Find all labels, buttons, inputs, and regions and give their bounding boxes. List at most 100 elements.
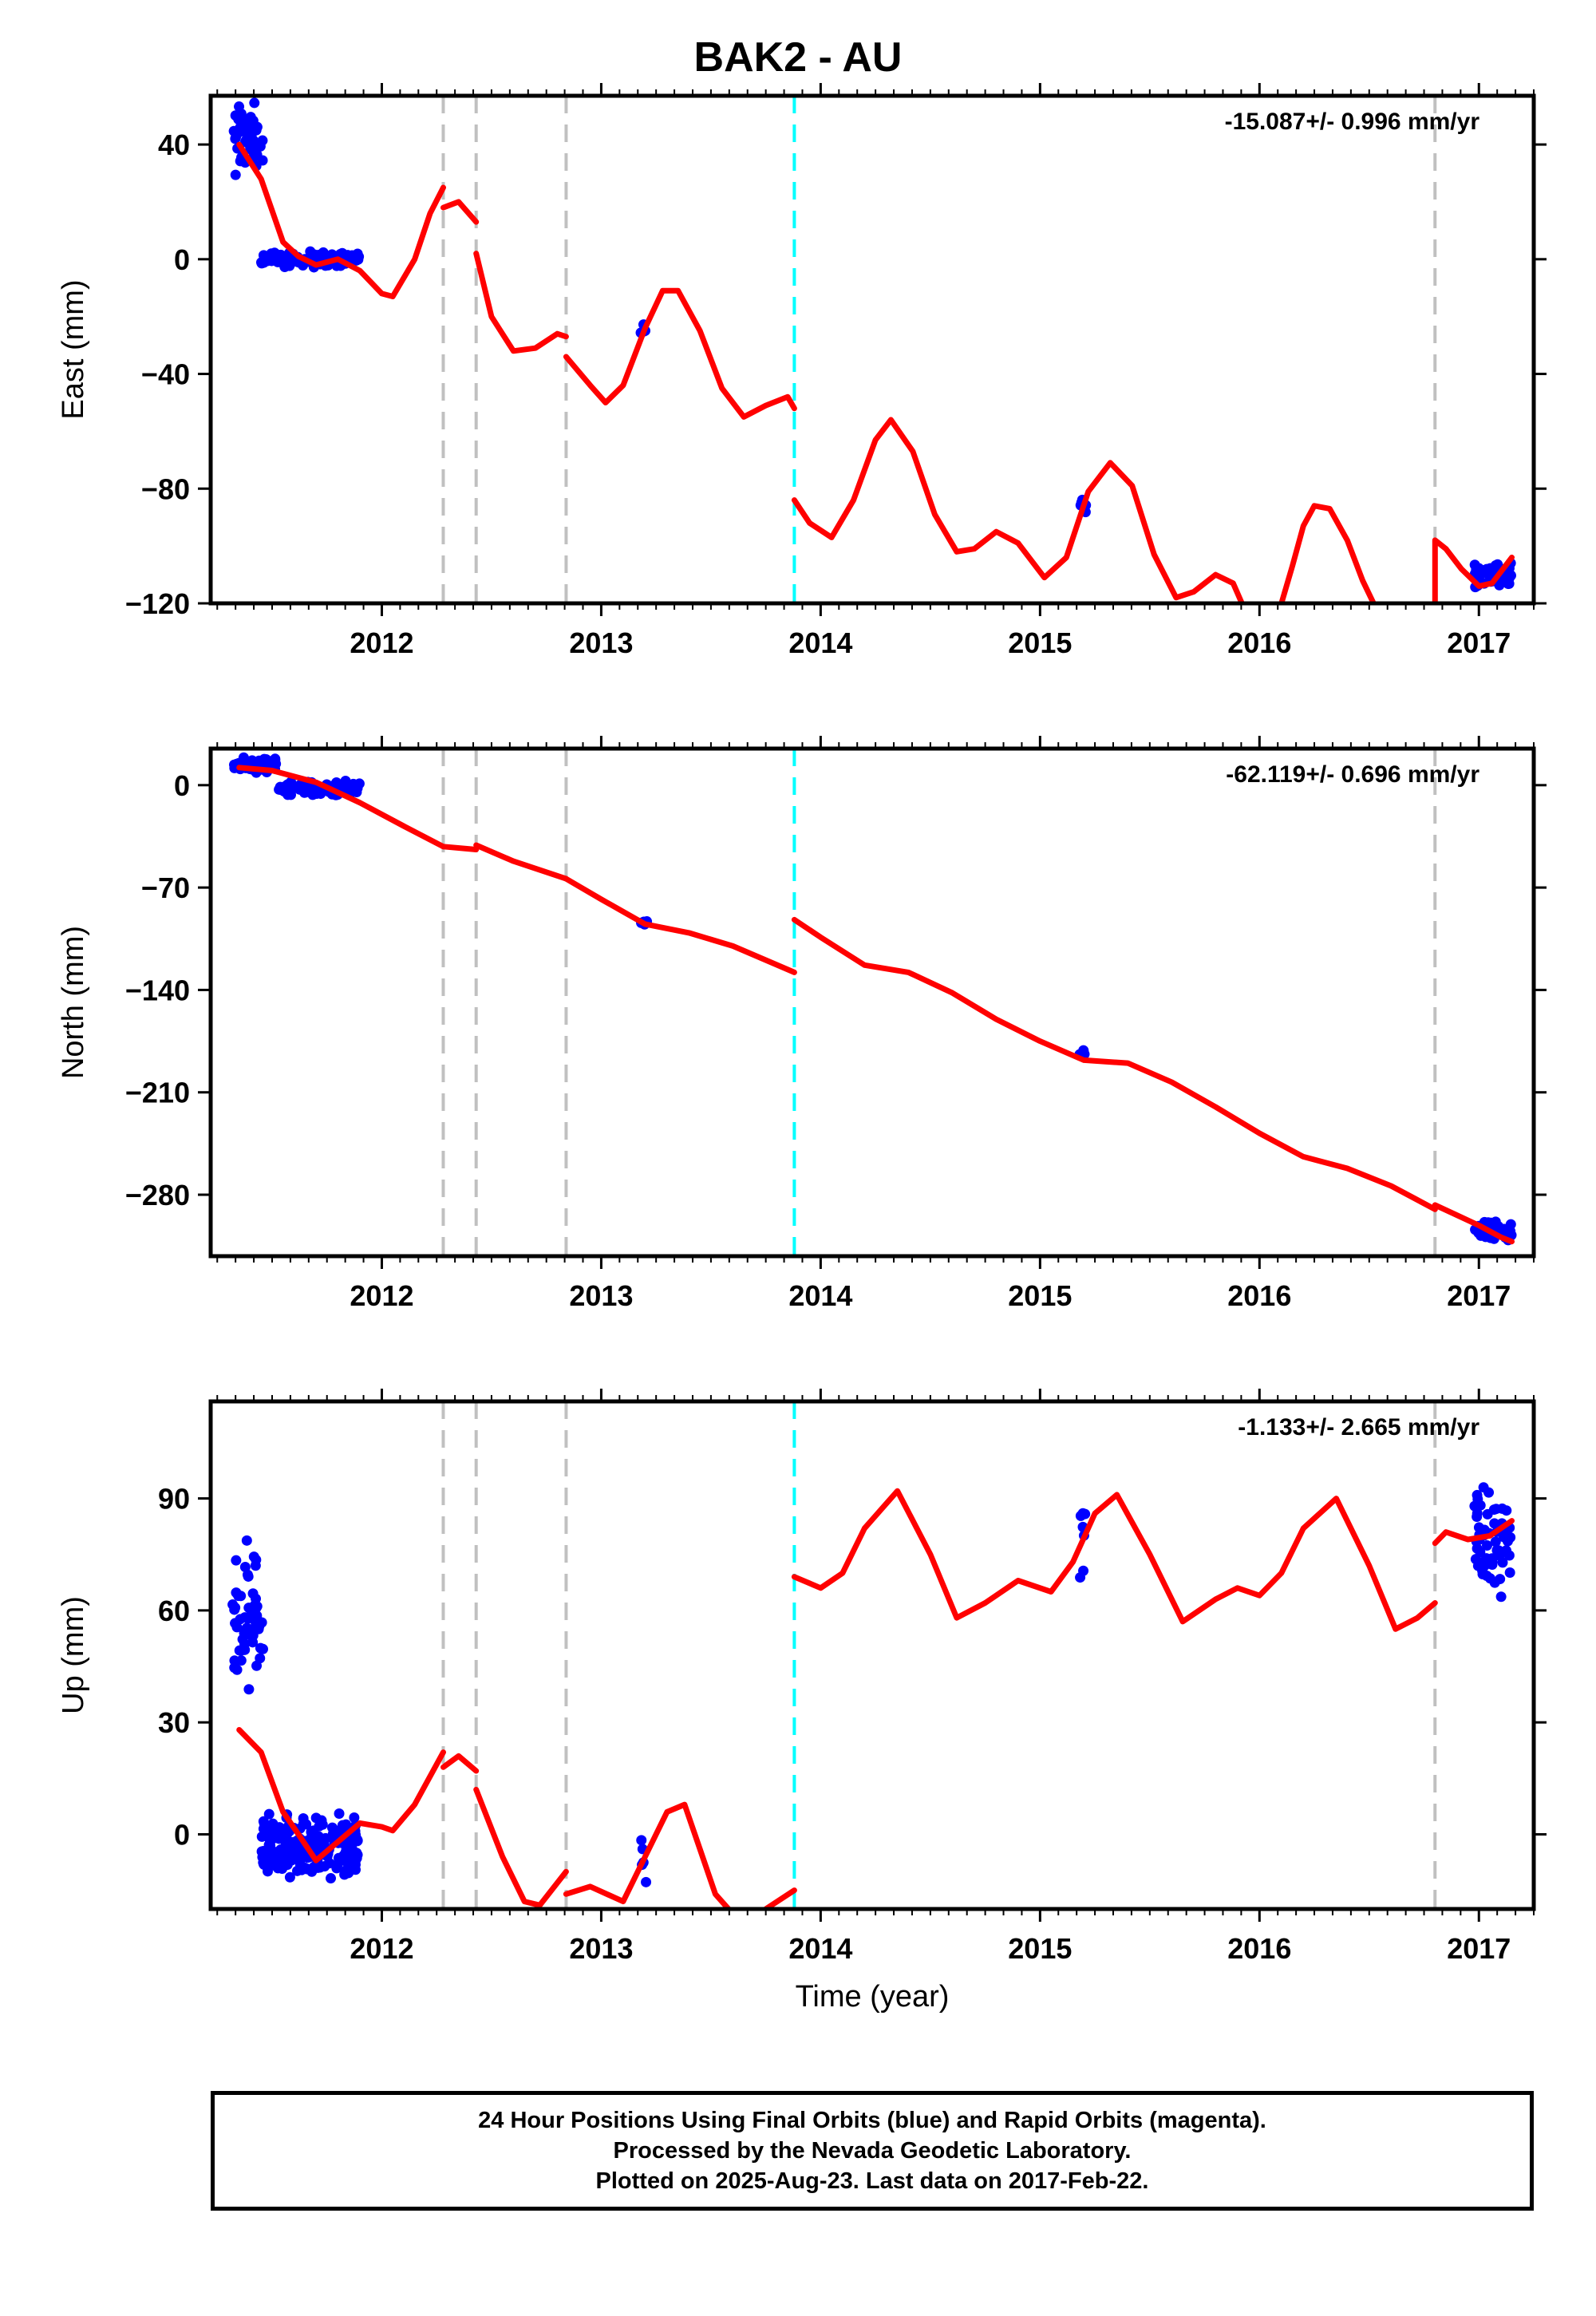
up-x-tick-label: 2017 <box>1447 1932 1511 1965</box>
page-title: BAK2 - AU <box>693 34 903 81</box>
east-data-point <box>228 125 239 136</box>
up-data-point <box>1498 1531 1509 1543</box>
north-model-segment-1 <box>440 844 480 852</box>
up-data-point <box>1497 1557 1508 1568</box>
up-data-point <box>251 1611 263 1622</box>
up-data-point <box>334 1808 345 1819</box>
north-data-point <box>270 753 281 765</box>
east-data-point <box>230 110 241 121</box>
east-x-tick-label: 2016 <box>1227 626 1291 659</box>
up-x-tick-label: 2014 <box>788 1932 852 1965</box>
north-y-tick-label: 0 <box>174 769 190 802</box>
east-data-point <box>245 142 256 153</box>
east-data-point <box>260 255 271 266</box>
up-y-axis-label: Up (mm) <box>57 1596 90 1714</box>
east-model-segment-3 <box>563 287 797 420</box>
east-y-tick-label: −120 <box>125 587 190 620</box>
up-data-point <box>280 1831 291 1842</box>
up-data-point <box>309 1836 320 1847</box>
north-rate-label: -62.119+/- 0.696 mm/yr <box>1226 761 1479 788</box>
up-data-point <box>1478 1482 1489 1493</box>
up-data-point <box>1504 1567 1515 1578</box>
up-data-point <box>243 1684 255 1695</box>
up-data-point <box>231 1664 243 1675</box>
north-y-tick-label: −210 <box>125 1077 190 1109</box>
up-data-point <box>326 1873 337 1884</box>
up-data-point <box>258 1643 269 1654</box>
up-data-point <box>301 1819 312 1830</box>
east-panel: 2012 2013 2014 2015 2016 2017 40 0 −40 −80 −120 Eas… <box>57 83 1547 659</box>
up-data-point <box>324 1858 335 1869</box>
east-data-point <box>1503 572 1515 583</box>
east-data-point <box>246 132 257 143</box>
up-data-point <box>285 1852 296 1863</box>
up-data-point <box>280 1840 291 1851</box>
up-data-point <box>262 1861 273 1872</box>
east-x-tick-label: 2013 <box>569 626 633 659</box>
up-data-point <box>1490 1536 1501 1547</box>
up-data-point <box>251 1660 263 1671</box>
up-model-segment-4 <box>763 1887 797 1909</box>
up-data-point <box>275 1849 286 1860</box>
east-plot-area <box>228 96 1516 603</box>
north-model-segment-5 <box>1432 1202 1515 1245</box>
up-data-point <box>1080 1508 1091 1520</box>
up-data-point <box>231 1622 243 1633</box>
east-y-axis-label: East (mm) <box>57 279 90 419</box>
east-rate-label: -15.087+/- 0.996 mm/yr <box>1225 109 1480 135</box>
east-data-point <box>245 112 256 123</box>
up-data-point <box>243 1571 254 1582</box>
east-model-segment-4 <box>791 417 1245 603</box>
north-x-tick-label: 2017 <box>1447 1279 1511 1312</box>
up-model-segment-2 <box>473 1786 569 1908</box>
north-model-segment-3 <box>563 875 797 975</box>
footer-info-box: 24 Hour Positions Using Final Orbits (bl… <box>211 2091 1534 2211</box>
up-data-point <box>227 1599 239 1611</box>
north-x-tick-label: 2012 <box>350 1279 413 1312</box>
north-x-tick-label: 2015 <box>1008 1279 1072 1312</box>
east-y-tick-label: 40 <box>158 128 190 161</box>
up-data-point <box>1078 1565 1089 1576</box>
east-y-tick-label: −40 <box>141 358 190 391</box>
north-y-tick-label: −70 <box>141 871 190 904</box>
north-panel: 2012 2013 2014 2015 2016 2017 0 −70 −140 −210 −280… <box>57 736 1547 1312</box>
east-x-tick-label: 2017 <box>1447 626 1511 659</box>
up-data-point <box>1479 1560 1490 1571</box>
east-data-point <box>286 256 298 267</box>
up-data-point <box>265 1843 276 1854</box>
east-data-point <box>1473 563 1484 574</box>
north-data-point <box>278 785 289 796</box>
up-y-tick-label: 30 <box>158 1706 190 1739</box>
up-x-tick-label: 2016 <box>1227 1932 1291 1965</box>
east-data-point <box>1483 565 1495 576</box>
north-plot-area <box>228 749 1517 1256</box>
up-data-point <box>326 1822 338 1833</box>
up-data-point <box>301 1863 312 1875</box>
up-data-point <box>247 1588 259 1599</box>
footer-line-plotted-date: Plotted on 2025-Aug-23. Last data on 201… <box>595 2168 1149 2194</box>
up-data-point <box>1472 1494 1483 1505</box>
east-model-segment-6 <box>1432 537 1515 603</box>
up-data-point <box>241 1535 252 1546</box>
up-data-point <box>317 1819 328 1830</box>
up-data-point <box>1482 1508 1493 1520</box>
up-x-tick-label: 2015 <box>1008 1932 1072 1965</box>
up-data-point <box>349 1812 360 1823</box>
north-model-segment-4 <box>791 916 1438 1212</box>
up-model-segment-1 <box>440 1753 480 1774</box>
up-data-point <box>233 1591 244 1602</box>
up-data-point <box>332 1859 343 1870</box>
up-data-point <box>310 1812 322 1824</box>
up-data-point <box>247 1637 259 1648</box>
up-data-point <box>271 1825 282 1836</box>
up-data-point <box>345 1852 356 1863</box>
up-model-segment-3 <box>563 1801 732 1909</box>
up-model-segment-0 <box>236 1727 446 1863</box>
up-data-point <box>314 1862 326 1873</box>
east-x-tick-label: 2012 <box>350 626 413 659</box>
north-y-tick-label: −280 <box>125 1179 190 1211</box>
up-data-point <box>1473 1522 1484 1533</box>
east-model-segment-0 <box>236 141 446 299</box>
north-data-point <box>345 780 356 791</box>
